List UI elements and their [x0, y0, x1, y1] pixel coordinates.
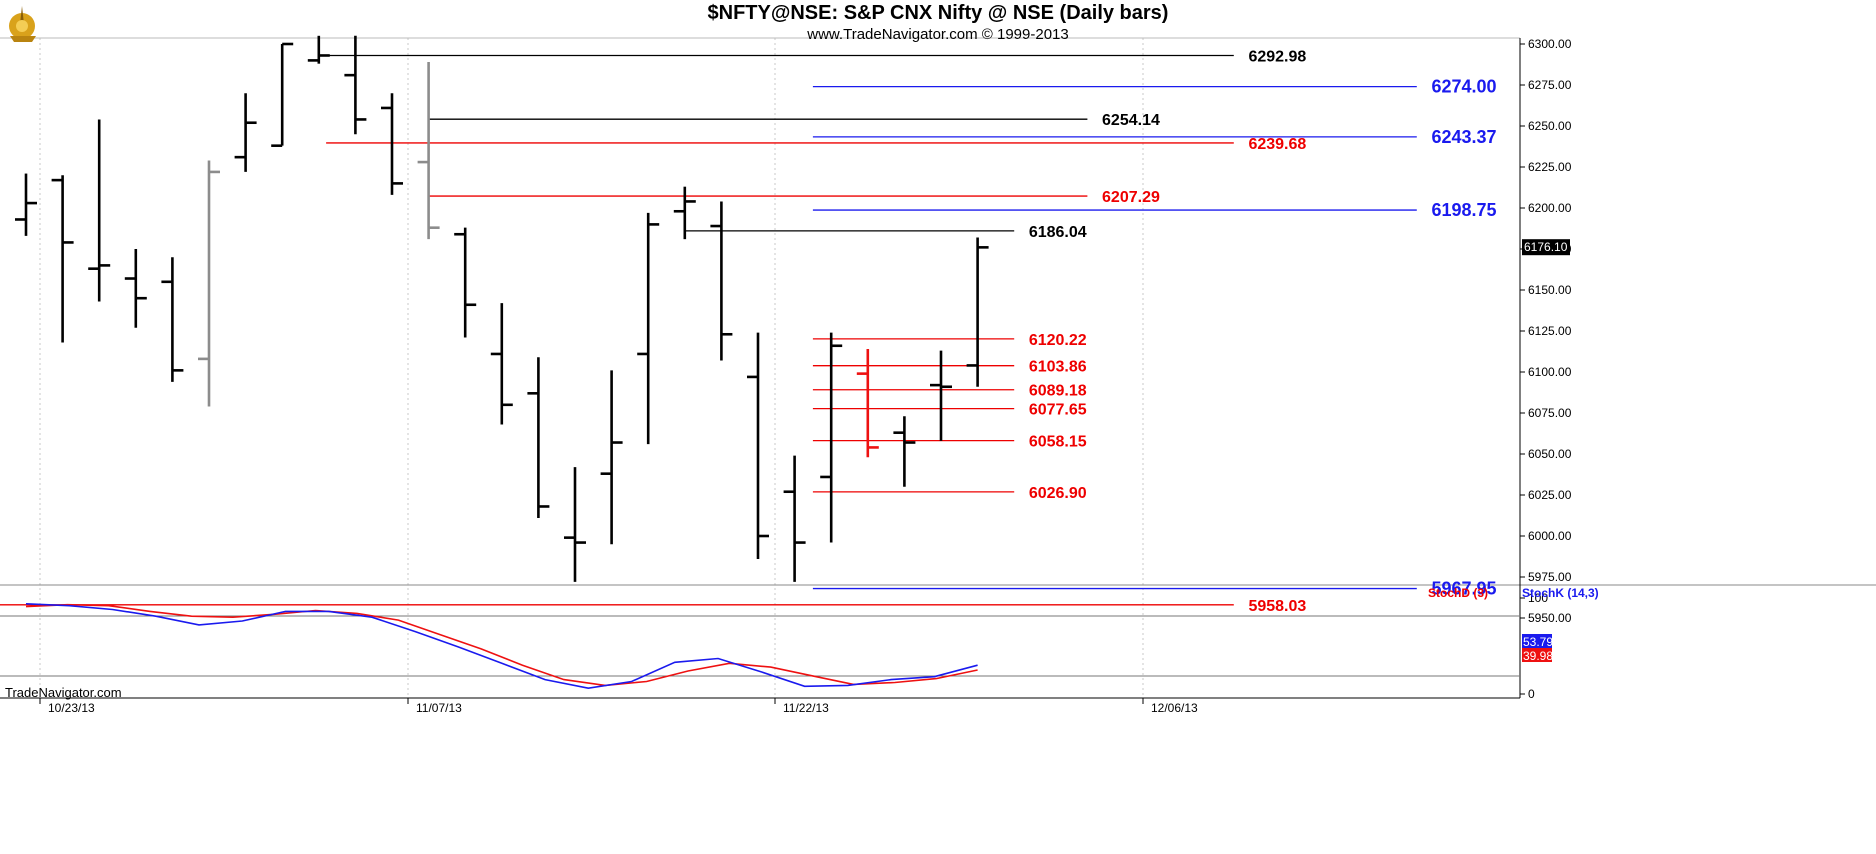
ohlc-bar	[930, 350, 952, 441]
level-label: 6186.04	[1029, 224, 1087, 241]
level-label: 6058.15	[1029, 434, 1087, 451]
price-tick-label: 6075.00	[1528, 406, 1572, 420]
stoch-tick-label: 0	[1528, 687, 1535, 701]
ohlc-bar	[88, 119, 111, 302]
ohlc-bar	[454, 227, 477, 338]
ohlc-bar	[637, 212, 660, 445]
stoch-legend-k: StochK (14,3)	[1522, 586, 1599, 600]
price-tick-label: 6225.00	[1528, 160, 1572, 174]
level-label: 6243.37	[1431, 127, 1496, 147]
ohlc-bar	[820, 332, 843, 543]
ohlc-bar	[710, 201, 733, 361]
price-levels: 6292.98 6254.14 6239.68 6207.29 6186.04 6120.…	[0, 49, 1497, 615]
ohlc-bar	[15, 173, 37, 236]
watermark: TradeNavigator.com	[5, 685, 122, 700]
ohlc-bar	[490, 303, 513, 425]
price-tick-label: 6125.00	[1528, 324, 1572, 338]
level-label: 6103.86	[1029, 359, 1087, 376]
level-label: 6254.14	[1102, 112, 1160, 129]
ohlc-bar	[307, 35, 330, 64]
price-tick-label: 5975.00	[1528, 570, 1572, 584]
ohlc-bar	[600, 370, 623, 545]
ohlc-bar	[673, 186, 696, 240]
ohlc-bar	[124, 249, 147, 328]
price-tick-label: 6200.00	[1528, 201, 1572, 215]
ohlc-bar	[271, 42, 294, 147]
ohlc-bar	[747, 332, 769, 559]
price-bars	[15, 35, 989, 582]
last-price-label: 6176.10	[1524, 240, 1568, 254]
level-label: 6239.68	[1248, 136, 1306, 153]
stoch-d-last-label: 39.98	[1523, 649, 1553, 663]
price-tick-label: 6150.00	[1528, 283, 1572, 297]
chart-title: $NFTY@NSE: S&P CNX Nifty @ NSE (Daily ba…	[707, 2, 1169, 24]
stoch-tick-label: 100	[1528, 591, 1548, 605]
ohlc-bar	[161, 257, 184, 382]
level-label: 5958.03	[1248, 598, 1306, 615]
axes: 6300.006275.006250.006225.006200.006175.…	[0, 37, 1572, 715]
price-tick-label: 6050.00	[1528, 447, 1572, 461]
date-tick-label: 12/06/13	[1151, 701, 1198, 715]
date-tick-label: 11/22/13	[783, 701, 829, 715]
level-label: 6026.90	[1029, 485, 1087, 502]
price-tick-label: 6000.00	[1528, 529, 1572, 543]
stoch-k-last-box	[1522, 634, 1552, 648]
stoch-d-line	[25, 603, 978, 687]
last-price-box	[1522, 239, 1570, 256]
ohlc-bar	[564, 467, 586, 582]
level-label: 5967.95	[1431, 579, 1496, 599]
ohlc-bar	[234, 93, 257, 172]
ohlc-bar	[966, 237, 989, 387]
copyright-text: www.TradeNavigator.com © 1999-2013	[807, 26, 1069, 43]
ohlc-bar	[527, 357, 550, 518]
price-tick-label: 6275.00	[1528, 78, 1572, 92]
ohlc-bar	[893, 416, 916, 487]
date-tick-label: 10/23/13	[48, 701, 95, 715]
ohlc-bar	[344, 35, 367, 135]
ohlc-bar	[783, 455, 806, 582]
price-tick-label: 6100.00	[1528, 365, 1572, 379]
price-tick-label: 6025.00	[1528, 488, 1572, 502]
ohlc-bar	[381, 93, 403, 195]
grid-lines	[0, 37, 1876, 696]
ohlc-bar	[51, 175, 74, 343]
level-label: 6207.29	[1102, 189, 1160, 206]
level-label: 6077.65	[1029, 402, 1087, 419]
price-tick-label: 6300.00	[1528, 37, 1572, 51]
level-label: 6274.00	[1431, 77, 1496, 97]
level-label: 6198.75	[1431, 200, 1496, 220]
level-label: 6089.18	[1029, 383, 1087, 400]
trade-navigator-logo-icon	[9, 6, 36, 42]
stoch-legend-d: StochD (3)	[1428, 586, 1488, 600]
stoch-k-last-label: 53.79	[1523, 635, 1553, 649]
ohlc-bar	[198, 160, 220, 407]
date-tick-label: 11/07/13	[416, 701, 462, 715]
stoch-k-line	[25, 603, 978, 690]
level-label: 6120.22	[1029, 332, 1087, 349]
ohlc-bar	[856, 349, 879, 458]
price-tick-label: 5950.00	[1528, 611, 1572, 625]
ohlc-bar	[417, 62, 440, 240]
stoch-d-last-box	[1522, 648, 1552, 662]
price-tick-label: 6250.00	[1528, 119, 1572, 133]
level-label: 6292.98	[1248, 49, 1306, 66]
